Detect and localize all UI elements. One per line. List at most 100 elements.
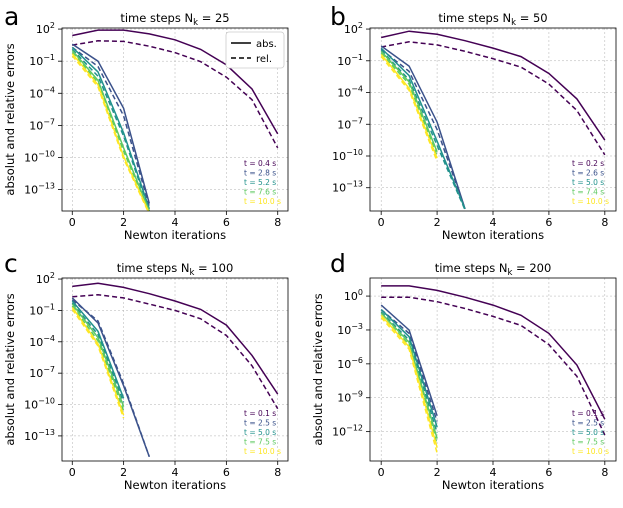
series-time-label: t = 10.0 s bbox=[572, 197, 609, 206]
series-time-label: t = 7.6 s bbox=[244, 188, 276, 197]
series-rel-line bbox=[71, 55, 149, 211]
series-abs-line bbox=[380, 45, 466, 210]
series-lines bbox=[380, 285, 606, 454]
plot-frame bbox=[61, 27, 289, 212]
y-axis-label: absolut and relative errors bbox=[3, 43, 17, 195]
series-time-label: t = 2.5 s bbox=[572, 419, 604, 428]
y-tick-label: 102 bbox=[344, 21, 363, 36]
series-rel-line bbox=[380, 48, 466, 210]
x-tick-label: 0 bbox=[378, 466, 385, 479]
series-abs-line bbox=[380, 309, 438, 428]
series-abs-line bbox=[380, 50, 438, 153]
series-rel-line bbox=[72, 40, 279, 149]
series-time-label: t = 5.0 s bbox=[572, 178, 604, 187]
series-rel-line bbox=[380, 52, 438, 157]
panel-b: b time steps Nk = 50 0 2 4 6 8 102 10−1 10−4 10−7 1… bbox=[330, 2, 617, 242]
series-time-label: t = 7.5 s bbox=[572, 438, 604, 447]
x-tick-label: 0 bbox=[378, 216, 385, 229]
series-time-label: t = 10.0 s bbox=[244, 447, 281, 456]
y-tick-label: 10−7 bbox=[29, 365, 55, 380]
series-time-label: t = 7.4 s bbox=[572, 188, 604, 197]
series-rel-line bbox=[380, 56, 438, 162]
y-tick-label: 10−12 bbox=[332, 424, 363, 439]
plot-frame bbox=[369, 27, 617, 212]
y-tick-label: 10−4 bbox=[29, 334, 55, 349]
panel-letter: c bbox=[4, 249, 18, 278]
panel-title: time steps Nk = 50 bbox=[438, 11, 547, 28]
panel-title: time steps Nk = 200 bbox=[435, 261, 552, 278]
x-tick-label: 2 bbox=[120, 216, 127, 229]
y-tick-label: 10−7 bbox=[29, 117, 55, 132]
y-tick-label: 10−4 bbox=[29, 85, 55, 100]
y-axis-label: absolut and relative errors bbox=[3, 293, 17, 445]
series-lines bbox=[71, 282, 279, 458]
y-tick-label: 10−1 bbox=[337, 53, 363, 68]
x-tick-label: 4 bbox=[172, 466, 179, 479]
x-tick-label: 4 bbox=[490, 216, 497, 229]
y-tick-label: 10−1 bbox=[29, 53, 55, 68]
legend: abs. rel. bbox=[225, 31, 285, 69]
y-tick-label: 10−10 bbox=[24, 397, 55, 412]
x-tick-label: 6 bbox=[545, 216, 552, 229]
series-rel-line bbox=[71, 308, 125, 419]
series-abs-line bbox=[71, 46, 151, 210]
series-abs-line bbox=[381, 285, 606, 420]
series-time-label: t = 2.8 s bbox=[244, 169, 276, 178]
series-rel-line bbox=[381, 41, 606, 156]
series-abs-line bbox=[380, 312, 438, 439]
series-abs-line bbox=[71, 300, 125, 399]
series-time-label: t = 0.1 s bbox=[244, 409, 276, 418]
x-tick-label: 4 bbox=[172, 216, 179, 229]
series-time-label: t = 10.0 s bbox=[572, 447, 609, 456]
series-time-label: t = 0.1 s bbox=[572, 409, 604, 418]
series-time-label: t = 5.2 s bbox=[244, 178, 276, 187]
x-axis-label: Newton iterations bbox=[442, 228, 544, 242]
x-tick-label: 8 bbox=[274, 216, 281, 229]
series-abs-line bbox=[72, 282, 279, 395]
x-tick-label: 2 bbox=[434, 466, 441, 479]
series-lines bbox=[71, 29, 279, 211]
panel-c: c time steps Nk = 100 0 2 4 6 8 102 10−1 10−4 10−7… bbox=[3, 249, 289, 492]
y-tick-label: 10−10 bbox=[332, 148, 363, 163]
x-tick-label: 8 bbox=[274, 466, 281, 479]
x-tick-label: 0 bbox=[69, 466, 76, 479]
plot-frame bbox=[369, 277, 617, 462]
legend-rel-label: rel. bbox=[256, 54, 272, 65]
series-time-label: t = 0.4 s bbox=[244, 159, 276, 168]
series-time-label: t = 10.0 s bbox=[244, 197, 281, 206]
panel-title: time steps Nk = 100 bbox=[117, 261, 234, 278]
series-abs-line bbox=[71, 43, 151, 204]
y-tick-label: 10−4 bbox=[337, 85, 363, 100]
series-rel-line bbox=[71, 46, 151, 207]
panel-d: d time steps Nk = 200 0 2 4 6 8 100 10−3 10−6 10−9… bbox=[311, 249, 617, 492]
y-tick-label: 10−9 bbox=[337, 390, 363, 405]
x-axis-label: Newton iterations bbox=[124, 228, 226, 242]
series-rel-line bbox=[71, 302, 125, 403]
legend-box bbox=[225, 31, 285, 69]
series-rel-line bbox=[71, 48, 151, 211]
x-axis-label: Newton iterations bbox=[442, 478, 544, 492]
series-abs-line bbox=[71, 306, 125, 416]
y-tick-label: 10−7 bbox=[337, 116, 363, 131]
x-tick-label: 6 bbox=[223, 216, 230, 229]
y-tick-label: 10−13 bbox=[332, 180, 363, 195]
x-tick-label: 2 bbox=[434, 216, 441, 229]
series-rel-line bbox=[71, 305, 125, 412]
panel-title: time steps Nk = 25 bbox=[120, 11, 229, 28]
y-tick-label: 102 bbox=[36, 271, 55, 286]
series-time-label: t = 2.5 s bbox=[244, 419, 276, 428]
series-time-label: t = 5.0 s bbox=[244, 428, 276, 437]
y-tick-label: 10−13 bbox=[24, 182, 55, 197]
series-time-label: t = 2.6 s bbox=[572, 169, 604, 178]
panel-letter: a bbox=[4, 2, 19, 31]
series-abs-line bbox=[380, 304, 438, 417]
x-tick-label: 8 bbox=[601, 466, 608, 479]
series-abs-line bbox=[380, 314, 438, 448]
series-abs-line bbox=[380, 53, 438, 159]
panel-a: a time steps Nk = 25 0 2 4 6 8 102 10−1 10−4 10−7 1… bbox=[3, 2, 289, 242]
series-abs-line bbox=[72, 29, 279, 135]
series-abs-line bbox=[71, 53, 150, 211]
panel-letter: b bbox=[330, 2, 346, 31]
x-tick-label: 6 bbox=[545, 466, 552, 479]
y-tick-label: 10−10 bbox=[24, 149, 55, 164]
